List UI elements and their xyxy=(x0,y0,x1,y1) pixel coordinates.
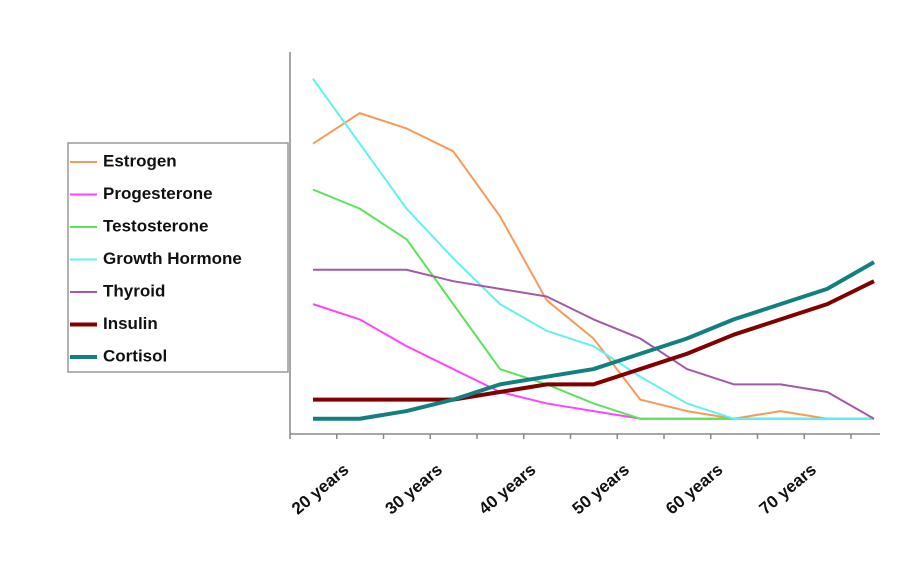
x-tick-label: 50 years xyxy=(569,460,633,518)
x-tick-label: 70 years xyxy=(756,460,820,518)
series-line xyxy=(313,268,875,420)
x-tick-label: 40 years xyxy=(475,460,539,518)
series-line xyxy=(313,279,875,402)
legend-label: Progesterone xyxy=(103,184,213,203)
series-line xyxy=(313,260,875,421)
series-line xyxy=(312,112,874,420)
legend-label: Growth Hormone xyxy=(103,249,242,268)
legend-label: Thyroid xyxy=(103,281,165,300)
x-tick-label: 60 years xyxy=(662,460,726,518)
series-line xyxy=(312,78,874,420)
x-tick-label: 30 years xyxy=(382,460,446,518)
legend-label: Cortisol xyxy=(103,346,167,365)
legend-box xyxy=(67,142,289,373)
x-tick-label: 20 years xyxy=(288,460,352,518)
legend-label: Testosterone xyxy=(103,216,209,235)
legend-label: Estrogen xyxy=(103,151,177,170)
legend-label: Insulin xyxy=(103,314,158,333)
